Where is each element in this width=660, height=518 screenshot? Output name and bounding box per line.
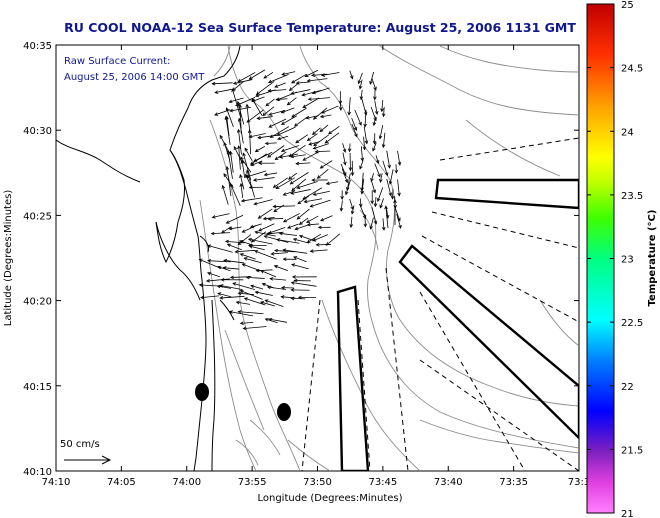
inset-line-1: Raw Surface Current: <box>64 56 170 67</box>
scale-label: 50 cm/s <box>60 439 100 450</box>
colorbar-tick-label: 24.5 <box>621 64 643 75</box>
y-axis-label: Latitude (Degrees:Minutes) <box>3 190 14 327</box>
y-tick-label: 40:35 <box>23 41 52 52</box>
inset-line-2: August 25, 2006 14:00 GMT <box>64 72 205 83</box>
colorbar-tick-label: 22 <box>621 382 634 393</box>
x-tick-label: 74:10 <box>42 477 71 488</box>
x-axis-ticks: 74:10 74:05 74:00 73:55 73:50 73:45 73:40 73:35… <box>42 45 590 488</box>
y-tick-label: 40:30 <box>23 126 52 137</box>
colorbar-tick-label: 25 <box>621 0 634 11</box>
colorbar-ticks: 25 24.5 24 23.5 23 22.5 22 21.5 21 <box>587 0 643 518</box>
y-tick-label: 40:20 <box>23 297 52 308</box>
x-tick-label: 73:35 <box>499 477 528 488</box>
colorbar-tick-label: 21 <box>621 509 634 518</box>
bathymetry-contours <box>199 45 579 471</box>
transect-lines <box>301 137 579 471</box>
colorbar-tick-label: 22.5 <box>621 318 643 329</box>
radar-site-marker <box>277 403 291 421</box>
colorbar-label: Temperature (°C) <box>647 210 658 307</box>
y-tick-label: 40:15 <box>23 382 52 393</box>
coastline <box>56 45 241 471</box>
y-tick-label: 40:10 <box>23 467 52 478</box>
colorbar-tick-label: 23 <box>621 255 634 266</box>
x-tick-label: 73:50 <box>303 477 332 488</box>
radar-site-marker <box>195 383 209 401</box>
scale-arrow <box>64 455 112 465</box>
x-tick-label: 74:05 <box>107 477 136 488</box>
survey-boxes <box>336 178 579 471</box>
y-axis-ticks: 40:35 40:30 40:25 40:20 40:15 40:10 <box>23 41 579 478</box>
x-tick-label: 74:00 <box>172 477 201 488</box>
x-axis-label: Longitude (Degrees:Minutes) <box>257 493 402 504</box>
x-tick-label: 73:40 <box>434 477 463 488</box>
x-tick-label: 73:55 <box>238 477 267 488</box>
current-vectors <box>198 69 402 331</box>
colorbar-tick-label: 21.5 <box>621 445 643 456</box>
x-tick-label: 73:3 <box>568 477 590 488</box>
map-title: RU COOL NOAA-12 Sea Surface Temperature:… <box>64 20 576 35</box>
colorbar-tick-label: 24 <box>621 127 634 138</box>
map-frame <box>55 44 580 472</box>
x-tick-label: 73:45 <box>368 477 397 488</box>
colorbar-tick-label: 23.5 <box>621 191 643 202</box>
y-tick-label: 40:25 <box>23 211 52 222</box>
colorbar <box>586 3 615 514</box>
